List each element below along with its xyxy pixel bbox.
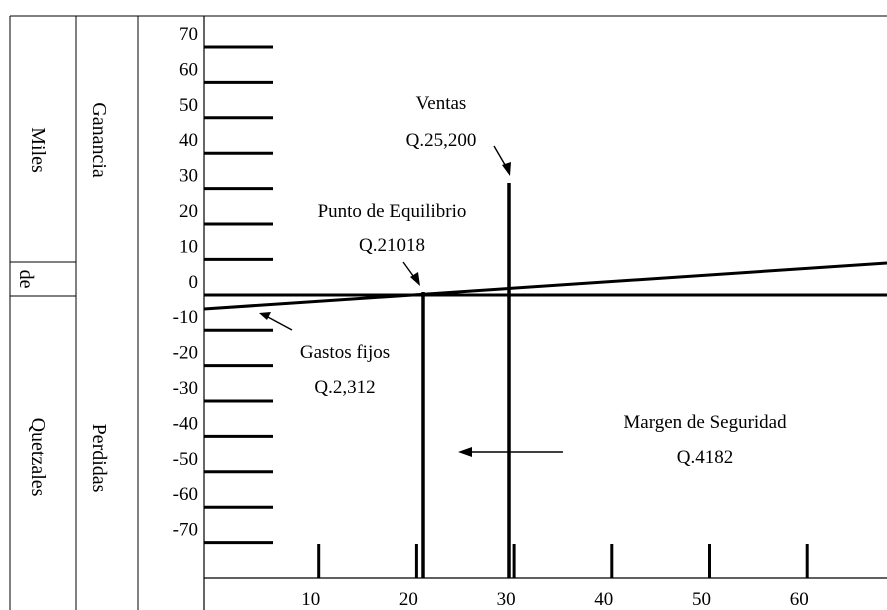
- equilibrio-arrowhead: [410, 272, 420, 286]
- y-tick-label: -40: [173, 413, 198, 434]
- equilibrio-label: Punto de Equilibrio: [318, 201, 467, 222]
- side-label-de: de: [15, 270, 37, 289]
- x-tick-label: 60: [790, 589, 809, 610]
- y-tick-label: -20: [173, 343, 198, 364]
- y-ticks: 70 60 50 40 30 20 10 0 -10 -20 -30 -40 -50 -60 -70: [173, 24, 273, 545]
- vertical-lines: [421, 183, 511, 578]
- gastos-arrow: [265, 315, 293, 331]
- side-label-quetzales: Quetzales: [27, 418, 49, 497]
- gastos-value: Q.2,312: [314, 377, 375, 398]
- y-tick-label: -10: [173, 307, 198, 328]
- margen-arrowhead: [458, 447, 472, 457]
- y-tick-label: 50: [179, 95, 198, 116]
- y-tick-label: 30: [179, 166, 198, 187]
- y-tick-label: 60: [179, 59, 198, 80]
- equilibrio-value: Q.21018: [359, 235, 425, 256]
- y-tick-label: 20: [179, 201, 198, 222]
- x-tick-label: 50: [692, 589, 711, 610]
- ventas-arrowhead: [502, 162, 511, 176]
- x-tick-label: 30: [497, 589, 516, 610]
- x-ticks: 10203040506070: [301, 544, 809, 610]
- gastos-label: Gastos fijos: [300, 342, 390, 363]
- margen-label: Margen de Seguridad: [623, 412, 787, 433]
- x-tick-label: 40: [594, 589, 613, 610]
- side-label-ganancia: Ganancia: [88, 102, 110, 178]
- gastos-arrowhead: [259, 312, 271, 320]
- margen-value: Q.4182: [677, 447, 733, 468]
- y-tick-label: -50: [173, 449, 198, 470]
- side-panels: [9, 15, 887, 610]
- y-tick-label: 70: [179, 24, 198, 45]
- y-tick-label: 10: [179, 236, 198, 257]
- series: [203, 261, 887, 311]
- x-tick-label: 20: [399, 589, 418, 610]
- y-tick-label: 40: [179, 130, 198, 151]
- y-tick-label: -30: [173, 378, 198, 399]
- y-tick-label: 0: [189, 272, 199, 293]
- x-tick-label: 10: [301, 589, 320, 610]
- ventas-label: Ventas: [416, 93, 467, 114]
- profit-line: [203, 261, 887, 311]
- side-label-miles: Miles: [27, 127, 49, 173]
- ventas-value: Q.25,200: [406, 130, 477, 151]
- y-tick-label: -70: [173, 520, 198, 541]
- side-label-perdidas: Perdidas: [88, 424, 110, 493]
- y-tick-label: -60: [173, 484, 198, 505]
